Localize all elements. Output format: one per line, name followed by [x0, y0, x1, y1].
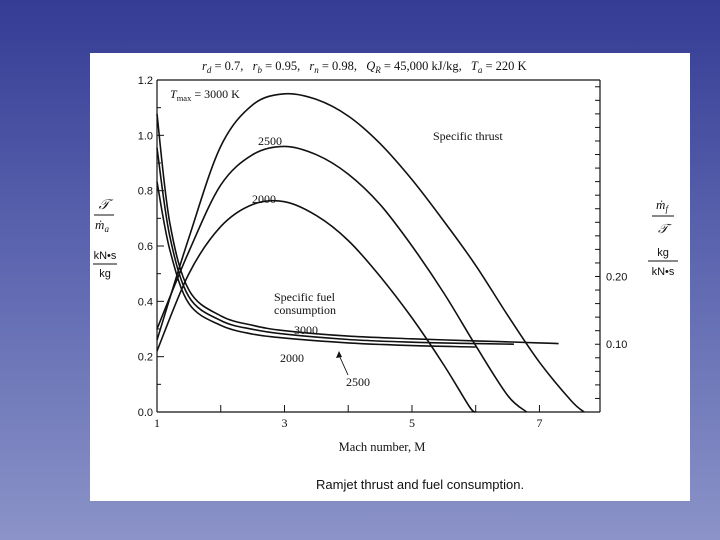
right-label-bottom: 𝒯 — [658, 221, 672, 236]
specific-thrust-label: Specific thrust — [433, 129, 503, 143]
series-line-2000 — [156, 199, 477, 413]
left-y-tick-label: 0.0 — [138, 407, 153, 419]
tmax-label: Tmax = 3000 K — [170, 87, 240, 103]
label-2500-sfc: 2500 — [346, 375, 370, 389]
left-y-tick-label: 0.4 — [138, 296, 153, 308]
chart-figure: rd = 0.7, rb = 0.95, rn = 0.98, QR = 45,… — [90, 53, 690, 501]
figure-caption: Ramjet thrust and fuel consumption. — [316, 477, 524, 492]
label-2000-sfc: 2000 — [280, 351, 304, 365]
label-3000-sfc: 3000 — [294, 323, 318, 337]
x-tick-label: 5 — [409, 416, 415, 430]
chart-header: rd = 0.7, rb = 0.95, rn = 0.98, QR = 45,… — [202, 59, 527, 75]
series-line-sfc-2500 — [156, 147, 514, 345]
label-2500-sfc-leader — [338, 354, 349, 376]
chart-svg: rd = 0.7, rb = 0.95, rn = 0.98, QR = 45,… — [93, 59, 678, 492]
series-group — [156, 92, 585, 413]
x-tick-label: 1 — [154, 416, 160, 430]
label-2500-sfc-arrowhead — [336, 351, 342, 358]
right-y-tick-label: 0.10 — [606, 339, 627, 351]
right-y-ticks: 0.10 0.20 — [595, 86, 627, 399]
label-2500-thrust: 2500 — [258, 134, 282, 148]
x-tick-label: 3 — [281, 416, 287, 430]
x-tick-label: 7 — [536, 416, 542, 430]
right-units-bottom: kN•s — [652, 266, 675, 278]
sfc-label-line2: consumption — [274, 303, 336, 317]
sfc-label-line1: Specific fuel — [274, 290, 336, 304]
x-axis-label: Mach number, M — [339, 440, 426, 454]
left-label-bottom: ṁa — [95, 217, 109, 234]
left-y-tick-label: 1.2 — [138, 75, 153, 87]
left-label-top: 𝒯 — [99, 198, 114, 213]
x-ticks: 1 3 5 7 — [154, 405, 542, 430]
left-units-bottom: kg — [99, 268, 111, 280]
left-axis-label: 𝒯 ṁa kN•s kg — [93, 198, 117, 280]
series-line-2500 — [156, 145, 528, 413]
left-y-ticks: 0.0 0.2 0.4 0.6 0.8 1.0 1.2 — [138, 75, 164, 419]
label-2000-thrust: 2000 — [252, 192, 276, 206]
left-y-tick-label: 1.0 — [138, 130, 153, 142]
left-y-tick-label: 0.8 — [138, 186, 153, 198]
left-y-tick-label: 0.2 — [138, 352, 153, 364]
right-axis-label: ṁf 𝒯 kg kN•s — [648, 197, 678, 278]
right-units-top: kg — [657, 247, 669, 259]
left-units-top: kN•s — [94, 250, 117, 262]
right-label-top: ṁf — [656, 197, 669, 214]
left-y-tick-label: 0.6 — [138, 241, 153, 253]
series-line-3000 — [156, 92, 585, 413]
series-line-sfc-2000 — [156, 181, 476, 348]
series-line-sfc-3000 — [156, 113, 559, 345]
right-y-tick-label: 0.20 — [606, 271, 627, 283]
